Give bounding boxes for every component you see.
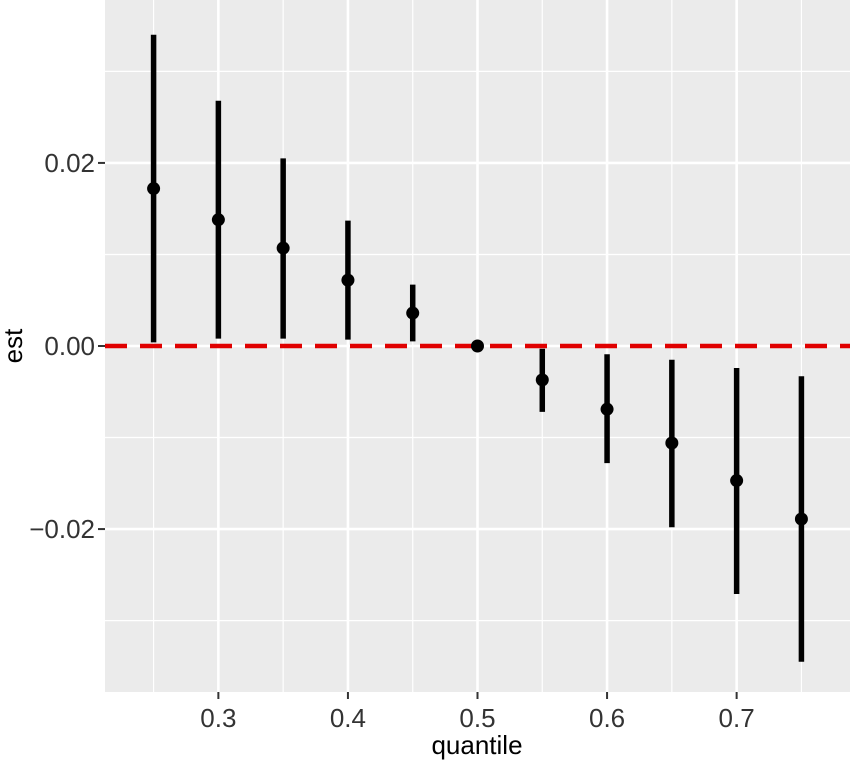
x-tick-label: 0.3 [200, 703, 236, 733]
estimate-point [471, 339, 484, 353]
x-tick-label: 0.4 [330, 703, 366, 733]
y-tick-label: 0.00 [44, 331, 95, 361]
x-tick-label: 0.7 [719, 703, 755, 733]
estimate-point [276, 241, 290, 255]
estimate-point [665, 436, 679, 450]
estimate-point [794, 512, 808, 526]
estimate-point [730, 474, 744, 488]
y-tick-label: −0.02 [29, 514, 95, 544]
x-axis-title: quantile [431, 730, 522, 760]
estimate-point [600, 402, 614, 416]
estimate-point [341, 273, 355, 287]
estimate-point [147, 182, 161, 196]
estimate-points [147, 182, 808, 526]
estimate-point [406, 306, 420, 320]
x-tick-label: 0.6 [589, 703, 625, 733]
estimate-point [535, 373, 549, 387]
y-axis-title: est [0, 328, 28, 363]
y-tick-label: 0.02 [44, 148, 95, 178]
x-axis-ticks: 0.3 0.4 0.5 0.6 0.7 [200, 692, 755, 733]
x-tick-label: 0.5 [459, 703, 495, 733]
estimate-point [211, 213, 225, 227]
y-axis-ticks: −0.02 0.00 0.02 [29, 148, 105, 544]
